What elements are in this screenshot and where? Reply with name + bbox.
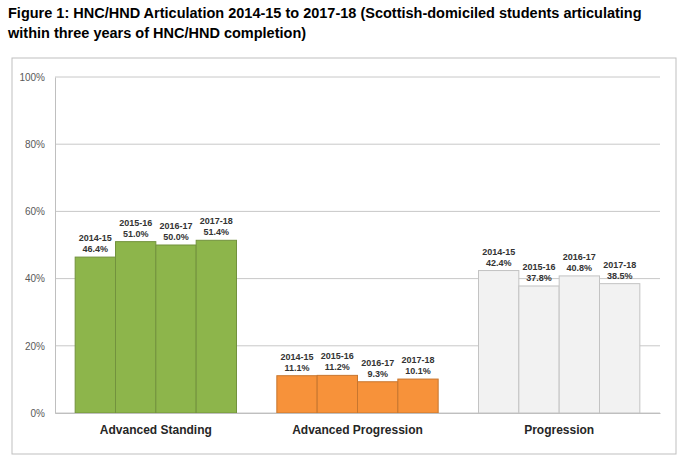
y-axis-line (55, 78, 56, 414)
bar (196, 240, 236, 413)
x-tick-label: Advanced Standing (100, 423, 212, 437)
y-tick: 100% (19, 72, 55, 83)
data-labels: 2014-1546.4%2014-1511.1%2014-1542.4%2015… (79, 216, 636, 378)
y-tick: 40% (25, 273, 55, 284)
series-label: 2014-15 (280, 352, 313, 362)
title-line: within three years of HNC/HND completion… (7, 25, 306, 41)
series-label: 2015-16 (119, 218, 152, 228)
x-tick: Progression (524, 423, 594, 437)
chart: Figure 1: HNC/HND Articulation 2014-15 t… (0, 0, 684, 459)
data-label: 38.5% (607, 271, 633, 281)
bar (277, 376, 317, 413)
x-axis-line (56, 413, 661, 414)
data-label: 9.3% (367, 369, 388, 379)
grid-line (55, 77, 660, 78)
bar (156, 245, 196, 413)
data-label: 51.0% (123, 229, 149, 239)
bar (398, 379, 438, 413)
series-label: 2015-16 (321, 351, 354, 361)
y-tick: 60% (25, 206, 55, 217)
series-label: 2017-18 (603, 260, 636, 270)
bar (358, 382, 398, 413)
grid-line (55, 211, 660, 212)
y-tick-label: 100% (19, 72, 45, 83)
data-label: 42.4% (486, 258, 512, 268)
bar (317, 375, 357, 413)
chart-title: Figure 1: HNC/HND Articulation 2014-15 t… (7, 5, 642, 41)
x-axis: Advanced Standing Advanced Progression Pro… (56, 414, 661, 437)
grid (55, 77, 660, 413)
series-label: 2014-15 (79, 233, 112, 243)
data-label: 37.8% (526, 273, 552, 283)
series-label: 2017-18 (200, 216, 233, 226)
y-tick-label: 20% (25, 341, 45, 352)
bar (479, 271, 519, 413)
x-tick: Advanced Progression (292, 423, 423, 437)
data-label: 11.2% (325, 362, 350, 372)
bar (600, 284, 640, 413)
data-label: 40.8% (567, 263, 593, 273)
bar (75, 257, 115, 413)
data-label: 11.1% (284, 363, 309, 373)
bar (116, 242, 156, 413)
y-tick: 0% (31, 408, 55, 419)
chart-frame (12, 58, 676, 454)
y-tick-label: 80% (25, 139, 45, 150)
series-label: 2017-18 (401, 355, 434, 365)
series-label: 2016-17 (361, 358, 394, 368)
y-tick-label: 0% (31, 408, 46, 419)
data-label: 51.4% (204, 227, 230, 237)
series-label: 2016-17 (563, 252, 596, 262)
series-label: 2014-15 (482, 247, 515, 257)
series-label: 2015-16 (522, 262, 555, 272)
grid-line (55, 144, 660, 145)
y-tick: 80% (25, 139, 55, 150)
y-tick-label: 40% (25, 273, 45, 284)
series-label: 2016-17 (159, 221, 192, 231)
bar (559, 276, 599, 413)
bars (75, 240, 640, 413)
y-axis: 0% 20% 40% 60% 80% 100% (19, 72, 55, 419)
data-label: 50.0% (163, 232, 189, 242)
x-tick-label: Advanced Progression (292, 423, 423, 437)
data-label: 46.4% (83, 244, 109, 254)
title-line: Figure 1: HNC/HND Articulation 2014-15 t… (8, 5, 642, 21)
x-tick: Advanced Standing (100, 423, 212, 437)
x-tick-label: Progression (524, 423, 594, 437)
y-tick: 20% (25, 341, 55, 352)
bar (519, 286, 559, 413)
y-tick-label: 60% (25, 206, 45, 217)
data-label: 10.1% (405, 366, 431, 376)
